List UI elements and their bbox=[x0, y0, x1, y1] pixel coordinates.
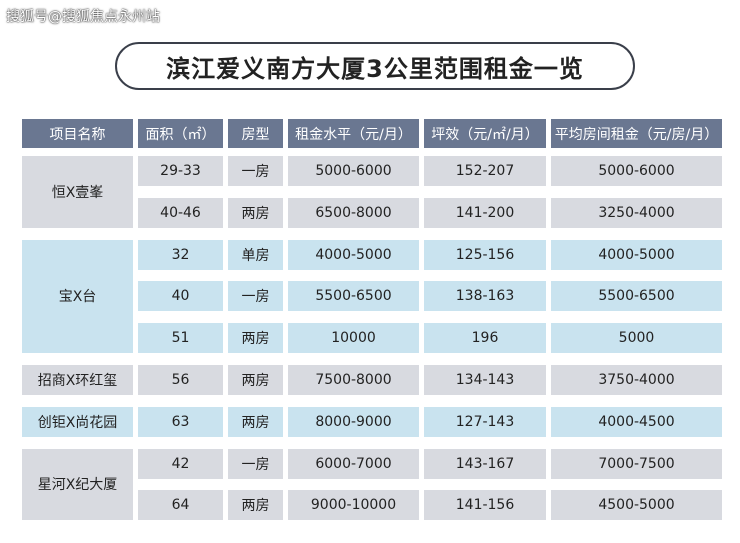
table-cell: 56 bbox=[138, 364, 223, 395]
table-cell: 64 bbox=[138, 490, 223, 520]
table-cell: 5000-6000 bbox=[288, 156, 419, 186]
table-cell: 单房 bbox=[228, 239, 283, 270]
project-name: 创钜X尚花园 bbox=[22, 406, 133, 437]
table-cell: 63 bbox=[138, 406, 223, 437]
table-cell: 40-46 bbox=[138, 197, 223, 228]
table-cell: 一房 bbox=[228, 448, 283, 479]
header-cell: 项目名称 bbox=[22, 119, 133, 148]
project-name: 星河X纪大厦 bbox=[22, 448, 133, 520]
table-cell: 40 bbox=[138, 281, 223, 311]
table-cell: 3750-4000 bbox=[551, 364, 722, 395]
project-name: 恒X壹峯 bbox=[22, 156, 133, 228]
table-cell: 6500-8000 bbox=[288, 197, 419, 228]
table-cell: 5500-6500 bbox=[551, 281, 722, 311]
header-cell: 面积（㎡） bbox=[138, 119, 223, 148]
watermark: 搜狐号@搜狐焦点永州站 bbox=[6, 9, 160, 25]
table-cell: 32 bbox=[138, 239, 223, 270]
table-cell: 5000-6000 bbox=[551, 156, 722, 186]
table-cell: 两房 bbox=[228, 197, 283, 228]
table-cell: 两房 bbox=[228, 322, 283, 353]
table-cell: 138-163 bbox=[424, 281, 546, 311]
table-cell: 10000 bbox=[288, 322, 419, 353]
table-cell: 8000-9000 bbox=[288, 406, 419, 437]
table-cell: 29-33 bbox=[138, 156, 223, 186]
table-cell: 143-167 bbox=[424, 448, 546, 479]
table-cell: 196 bbox=[424, 322, 546, 353]
table-cell: 3250-4000 bbox=[551, 197, 722, 228]
table-cell: 7500-8000 bbox=[288, 364, 419, 395]
header-cell: 平均房间租金（元/房/月） bbox=[551, 119, 722, 148]
table-cell: 4000-5000 bbox=[288, 239, 419, 270]
table-cell: 4500-5000 bbox=[551, 490, 722, 520]
table-cell: 4000-4500 bbox=[551, 406, 722, 437]
table-cell: 4000-5000 bbox=[551, 239, 722, 270]
table-cell: 两房 bbox=[228, 406, 283, 437]
table-cell: 51 bbox=[138, 322, 223, 353]
table-cell: 5500-6500 bbox=[288, 281, 419, 311]
table-cell: 5000 bbox=[551, 322, 722, 353]
table-cell: 7000-7500 bbox=[551, 448, 722, 479]
title: 滨江爱义南方大厦3公里范围租金一览 bbox=[115, 42, 635, 90]
table-cell: 两房 bbox=[228, 490, 283, 520]
table-cell: 152-207 bbox=[424, 156, 546, 186]
table-cell: 9000-10000 bbox=[288, 490, 419, 520]
header-cell: 坪效（元/㎡/月） bbox=[424, 119, 546, 148]
header-cell: 房型 bbox=[228, 119, 283, 148]
table-cell: 134-143 bbox=[424, 364, 546, 395]
header-cell: 租金水平（元/月） bbox=[288, 119, 419, 148]
table-cell: 两房 bbox=[228, 364, 283, 395]
table-cell: 141-156 bbox=[424, 490, 546, 520]
table-cell: 6000-7000 bbox=[288, 448, 419, 479]
table-cell: 一房 bbox=[228, 156, 283, 186]
project-name: 宝X台 bbox=[22, 239, 133, 353]
table-cell: 一房 bbox=[228, 281, 283, 311]
project-name: 招商X环红玺 bbox=[22, 364, 133, 395]
table-cell: 127-143 bbox=[424, 406, 546, 437]
table-cell: 141-200 bbox=[424, 197, 546, 228]
table-cell: 125-156 bbox=[424, 239, 546, 270]
table-cell: 42 bbox=[138, 448, 223, 479]
